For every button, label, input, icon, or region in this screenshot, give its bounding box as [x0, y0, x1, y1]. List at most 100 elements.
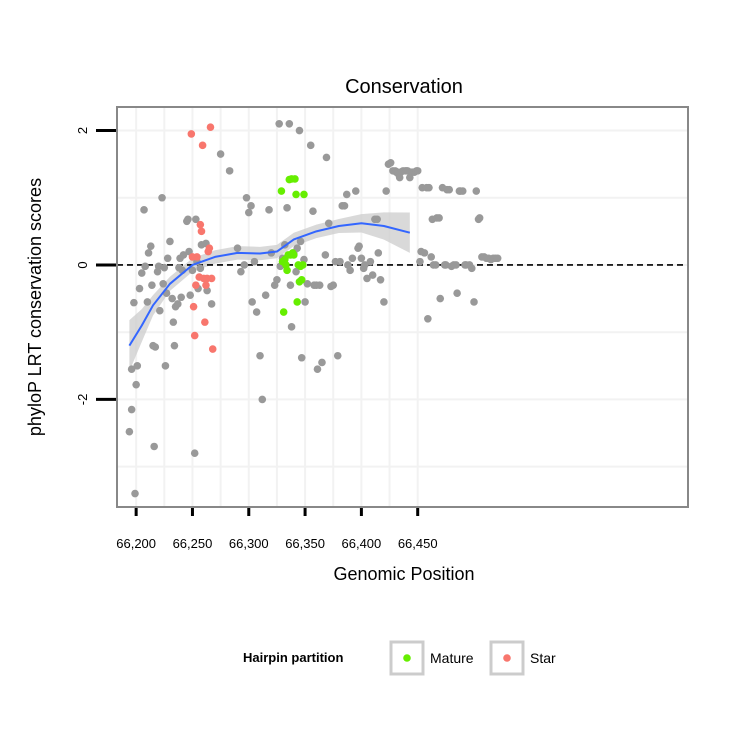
data-point-other — [303, 280, 312, 288]
data-point-other — [351, 187, 360, 195]
data-point-other — [413, 167, 422, 175]
data-point-other — [242, 193, 251, 202]
data-point-other — [261, 291, 270, 300]
data-point-other — [324, 219, 333, 228]
data-point-other — [293, 244, 301, 252]
data-point-other — [318, 358, 326, 367]
data-point-other — [452, 261, 460, 269]
data-point-other — [292, 267, 300, 276]
data-point-mature — [277, 187, 286, 195]
data-point-other — [135, 284, 144, 293]
data-point-other — [207, 300, 216, 308]
data-point-other — [333, 351, 342, 360]
data-point-other — [250, 257, 259, 266]
data-point-other — [137, 269, 146, 277]
data-point-other — [329, 281, 338, 289]
data-point-other — [374, 249, 383, 257]
data-point-other — [155, 306, 164, 315]
data-point-star — [187, 130, 196, 138]
data-point-other — [247, 202, 255, 210]
x-tick-label: 66,350 — [285, 536, 325, 551]
data-point-other — [190, 449, 199, 458]
x-tick-label: 66,450 — [398, 536, 438, 551]
data-point-star — [189, 302, 198, 311]
data-point-other — [296, 237, 305, 246]
data-point-other — [244, 208, 253, 217]
data-point-other — [321, 251, 330, 259]
data-point-other — [252, 308, 261, 316]
data-point-other — [248, 298, 256, 306]
data-point-other — [366, 257, 375, 266]
legend-label-star: Star — [530, 650, 556, 666]
data-point-other — [127, 405, 136, 414]
data-point-other — [141, 262, 149, 271]
data-point-other — [159, 280, 167, 288]
data-point-other — [493, 254, 502, 263]
plot-panel — [116, 106, 689, 508]
confidence-band-area — [129, 212, 410, 372]
data-point-other — [285, 120, 294, 128]
data-point-star — [206, 123, 215, 131]
data-point-mature — [293, 298, 301, 306]
chart-title: Conservation — [345, 76, 463, 98]
data-point-other — [133, 362, 142, 370]
legend-swatch-mature — [403, 654, 411, 662]
data-point-other — [340, 202, 349, 210]
data-point-other — [287, 323, 296, 331]
data-point-other — [144, 249, 153, 257]
data-point-other — [363, 274, 371, 283]
data-point-other — [286, 281, 295, 289]
data-point-star — [192, 281, 200, 289]
data-point-other — [453, 289, 461, 298]
data-point-other — [127, 365, 136, 373]
data-point-other — [322, 153, 331, 162]
data-point-other — [309, 207, 317, 216]
data-point-other — [436, 294, 445, 303]
legend-label-mature: Mature — [430, 650, 474, 666]
smooth-trend-line — [128, 222, 411, 347]
data-point-mature — [291, 175, 299, 183]
data-point-other — [336, 257, 344, 266]
data-point-star — [202, 281, 210, 289]
data-point-mature — [297, 275, 306, 284]
data-point-other — [196, 264, 205, 273]
data-point-mature — [300, 190, 308, 199]
data-point-other — [140, 206, 148, 214]
data-point-other — [445, 185, 454, 194]
x-tick-label: 66,400 — [342, 536, 382, 551]
data-point-other — [125, 427, 134, 436]
data-point-other — [386, 158, 395, 167]
confidence-band — [129, 212, 410, 372]
data-point-other — [458, 187, 467, 195]
data-point-other — [174, 300, 182, 308]
data-point-other — [373, 215, 381, 224]
data-point-other — [130, 298, 138, 307]
data-point-other — [151, 343, 160, 351]
data-point-other — [158, 193, 166, 202]
data-point-mature — [299, 261, 307, 269]
x-axis: 66,200 66,250 66,300 66,350 66,400 66,450 — [116, 508, 438, 551]
data-point-other — [188, 266, 197, 275]
data-point-other — [420, 249, 429, 257]
legend-entry-star: Star — [489, 640, 556, 676]
data-point-other — [301, 298, 309, 306]
data-point-other — [376, 275, 385, 284]
data-point-other — [150, 442, 158, 451]
series-star — [187, 123, 217, 353]
data-point-other — [435, 214, 443, 222]
data-point-star — [201, 318, 209, 326]
data-point-star — [197, 227, 206, 236]
y-tick-label: -2 — [75, 394, 90, 406]
data-point-other — [240, 261, 249, 269]
y-axis-title: phyloP LRT conservation scores — [25, 178, 45, 436]
data-point-other — [256, 351, 264, 360]
data-point-other — [216, 150, 225, 158]
data-point-star — [193, 253, 201, 261]
series-mature — [277, 175, 308, 316]
y-axis: -2 0 2 — [75, 127, 116, 405]
x-tick-label: 66,300 — [229, 536, 269, 551]
data-point-other — [168, 294, 176, 303]
data-points — [125, 120, 502, 498]
data-point-other — [225, 167, 234, 175]
